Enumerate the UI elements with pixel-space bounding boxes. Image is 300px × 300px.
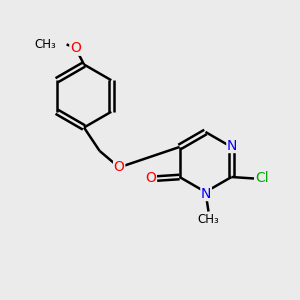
Text: N: N (227, 139, 237, 152)
Text: CH₃: CH₃ (34, 38, 56, 51)
Text: Cl: Cl (256, 172, 269, 185)
Text: O: O (114, 160, 124, 174)
Text: O: O (145, 172, 156, 185)
Text: CH₃: CH₃ (198, 213, 219, 226)
Text: O: O (114, 160, 124, 174)
Text: O: O (145, 172, 156, 185)
Text: CH₃: CH₃ (198, 213, 219, 226)
Text: Cl: Cl (256, 172, 269, 185)
Text: CH₃: CH₃ (34, 38, 56, 51)
Text: O: O (70, 41, 81, 55)
Text: N: N (201, 187, 211, 200)
Text: O: O (70, 41, 81, 55)
